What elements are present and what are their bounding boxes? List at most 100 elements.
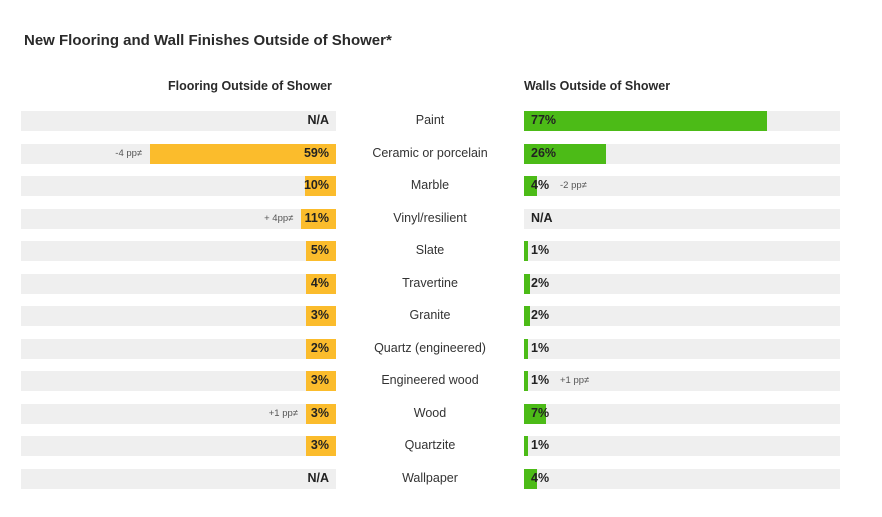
category-label: Engineered wood [381,373,479,387]
category-label: Travertine [402,275,458,290]
category-label: Vinyl/resilient [393,210,467,225]
category-label: Wood [413,405,447,420]
walls-bar [524,338,528,359]
flooring-bar-track: 59% -4 pp≠ [21,143,336,164]
flooring-value-label: 59% [303,145,329,160]
flooring-bar [306,306,336,326]
flooring-value-label: N/A [307,470,329,485]
flooring-bar-track: N/A [21,468,336,489]
chart-row: 3% +1 pp≠ Wood 7% [0,403,882,424]
walls-bar [524,176,537,196]
category-label: Marble [410,178,450,192]
walls-value-label: 1% [531,438,550,452]
walls-value-label: 1% [531,373,550,387]
flooring-bar-track: 5% [21,241,336,261]
flooring-bar-track: 4% [21,273,336,294]
flooring-value-label: 3% [310,405,329,420]
flooring-change-note: -4 pp≠ [115,147,143,159]
walls-bar [524,241,528,261]
walls-bar-track: 7% [524,403,840,424]
flooring-column-header: Flooring Outside of Shower [168,79,332,93]
walls-value-label: 1% [531,243,550,257]
chart-row: 5% Slate 1% [0,241,882,261]
flooring-bar-track: 10% [21,176,336,196]
walls-bar [524,143,606,164]
walls-bar-track: 4% -2 pp≠ [524,176,840,196]
walls-change-note: +1 pp≠ [560,375,590,386]
chart-title: New Flooring and Wall Finishes Outside o… [24,32,392,49]
flooring-value-label: 3% [310,438,329,452]
chart-row: N/A Paint 77% [0,111,882,131]
walls-bar-track: 1% +1 pp≠ [524,371,840,391]
chart-row: 2% Quartz (engineered) 1% [0,338,882,359]
flooring-bar [306,273,336,294]
walls-bar [524,306,531,326]
chart-row: 3% Engineered wood 1% +1 pp≠ [0,371,882,391]
walls-bar [524,468,537,489]
flooring-value-label: 10% [303,178,329,192]
flooring-bar [150,143,336,164]
chart-row: 3% Granite 2% [0,306,882,326]
walls-bar [524,403,547,424]
chart-row: 4% Travertine 2% [0,273,882,294]
walls-change-note: -2 pp≠ [560,180,587,191]
walls-bar-track: 2% [524,273,840,294]
walls-value-label: 1% [531,340,550,355]
category-label: Granite [409,308,451,322]
walls-bar-track: 2% [524,306,840,326]
walls-bar-track: 1% [524,436,840,456]
category-label: Slate [415,243,445,257]
flooring-bar-track: N/A [21,111,336,131]
flooring-change-note: + 4pp≠ [264,212,294,224]
walls-value-label: N/A [531,210,553,225]
walls-bar-track: 77% [524,111,840,131]
category-label: Quartzite [404,438,456,452]
flooring-value-label: 5% [310,243,329,257]
chart-row: 59% -4 pp≠ Ceramic or porcelain 26% [0,143,882,164]
walls-bar [524,273,531,294]
walls-bar-track: N/A [524,208,840,229]
flooring-bar [306,436,336,456]
flooring-bar-track: 3% +1 pp≠ [21,403,336,424]
category-label: Ceramic or porcelain [372,145,488,160]
walls-bar [524,436,528,456]
flooring-value-label: 4% [310,275,329,290]
chart-row: 10% Marble 4% -2 pp≠ [0,176,882,196]
walls-value-label: 4% [531,470,550,485]
category-label: Quartz (engineered) [374,340,486,355]
flooring-value-label: 2% [310,340,329,355]
flooring-bar-track: 3% [21,436,336,456]
category-label: Paint [415,113,445,127]
walls-value-label: 77% [531,113,557,127]
chart-row: N/A Wallpaper 4% [0,468,882,489]
flooring-bar-track: 11% + 4pp≠ [21,208,336,229]
flooring-bar-track: 3% [21,306,336,326]
walls-value-label: 4% [531,178,550,192]
walls-value-label: 26% [531,145,557,160]
flooring-bar [301,208,336,229]
flooring-value-label: N/A [307,113,329,127]
flooring-bar [304,176,336,196]
chart-row: 3% Quartzite 1% [0,436,882,456]
walls-bar-track: 1% [524,338,840,359]
flooring-bar [306,403,336,424]
flooring-bar-track: 3% [21,371,336,391]
flooring-value-label: 3% [310,373,329,387]
walls-bar [524,371,528,391]
chart-row: 11% + 4pp≠ Vinyl/resilient N/A [0,208,882,229]
flooring-value-label: 3% [310,308,329,322]
walls-bar-track: 4% [524,468,840,489]
category-label: Wallpaper [402,470,458,485]
flooring-bar [306,371,336,391]
walls-column-header: Walls Outside of Shower [524,79,671,93]
walls-value-label: 7% [531,405,550,420]
walls-value-label: 2% [531,308,550,322]
flooring-bar [306,241,336,261]
walls-value-label: 2% [531,275,550,290]
walls-bar-track: 26% [524,143,840,164]
flooring-change-note: +1 pp≠ [268,407,298,419]
walls-bar [524,111,767,131]
flooring-bar [306,338,336,359]
flooring-bar-track: 2% [21,338,336,359]
flooring-value-label: 11% [304,210,329,225]
